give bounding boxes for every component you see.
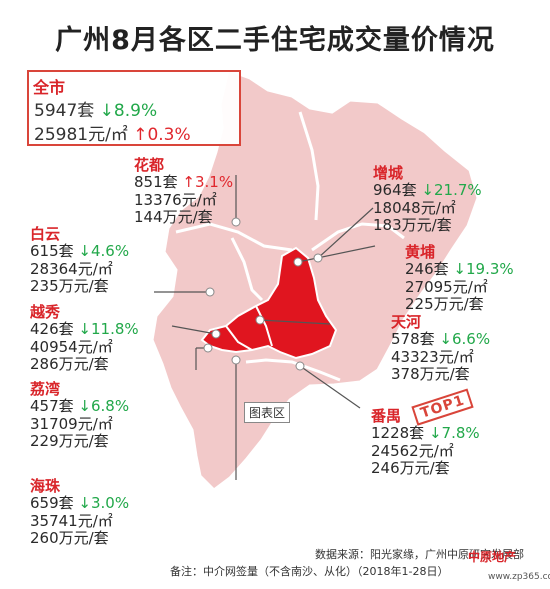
district-total: 225万元/套 xyxy=(405,294,484,313)
site-watermark: www.zp365.com xyxy=(488,572,550,582)
data-source: 数据来源：阳光家缘，广州中原研究发展部 xyxy=(315,548,524,561)
district-change: ↓21.7% xyxy=(421,181,482,200)
district-volume: 246套 xyxy=(405,260,449,279)
district-name: 增城 xyxy=(373,164,404,182)
district-total: 260万元/套 xyxy=(30,528,109,547)
district-volume: 578套 xyxy=(391,330,435,349)
district-price: 28364元/㎡ xyxy=(30,259,113,278)
district-price: 24562元/㎡ xyxy=(371,441,454,460)
district-volume: 1228套 xyxy=(371,424,425,443)
district-name: 越秀 xyxy=(30,303,61,321)
city-summary-box: 全市 5947套 ↓8.9% 25981元/㎡ ↑0.3% xyxy=(27,70,241,146)
district-volume-line: 1228套 ↓7.8% xyxy=(371,425,480,442)
district-price: 35741元/㎡ xyxy=(30,511,113,530)
leader-lines xyxy=(154,175,376,480)
district-volume: 615套 xyxy=(30,242,74,261)
district-zengcheng: 增城 964套 ↓21.7% 18048元/㎡ 183万元/套 xyxy=(373,164,482,234)
district-boundary-conghua xyxy=(298,111,320,221)
district-volume-line: 851套 ↑3.1% xyxy=(134,174,233,191)
district-price: 43323元/㎡ xyxy=(391,347,474,366)
city-price-change: ↑0.3% xyxy=(133,125,191,145)
city-volume: 5947套 xyxy=(34,101,95,121)
district-panyu: 番禺 1228套 ↓7.8% 24562元/㎡ 246万元/套 xyxy=(371,407,480,477)
city-price: 25981元/㎡ xyxy=(34,125,128,145)
district-volume: 426套 xyxy=(30,320,74,339)
district-change: ↑3.1% xyxy=(182,173,234,192)
district-volume-line: 457套 ↓6.8% xyxy=(30,398,129,415)
city-summary-label: 全市 xyxy=(33,78,66,97)
district-name: 荔湾 xyxy=(30,380,61,398)
map-core-districts xyxy=(200,246,338,360)
district-total: 246万元/套 xyxy=(371,458,450,477)
map-core-inner-lines xyxy=(225,305,273,351)
district-volume-line: 964套 ↓21.7% xyxy=(373,182,482,199)
district-volume: 457套 xyxy=(30,397,74,416)
page-title: 广州8月各区二手住宅成交量价情况 xyxy=(55,25,495,56)
district-change: ↓19.3% xyxy=(453,260,514,279)
district-total: 378万元/套 xyxy=(391,364,470,383)
district-liwan: 荔湾 457套 ↓6.8% 31709元/㎡ 229万元/套 xyxy=(30,380,129,450)
district-name: 天河 xyxy=(391,313,422,331)
district-price: 18048元/㎡ xyxy=(373,198,456,217)
district-huangpu: 黄埔 246套 ↓19.3% 27095元/㎡ 225万元/套 xyxy=(405,243,514,313)
district-total: 144万元/套 xyxy=(134,207,213,226)
district-change: ↓6.8% xyxy=(78,397,130,416)
district-boundary-zengcheng xyxy=(311,222,405,252)
district-boundary-huadu xyxy=(175,222,293,252)
chart-area-label: 图表区 xyxy=(244,402,291,423)
district-name: 番禺 xyxy=(371,407,402,425)
district-name: 白云 xyxy=(30,225,61,243)
district-change: ↓11.8% xyxy=(78,320,139,339)
district-volume-line: 659套 ↓3.0% xyxy=(30,495,129,512)
district-yuexiu: 越秀 426套 ↓11.8% 40954元/㎡ 286万元/套 xyxy=(30,303,139,373)
district-volume-line: 426套 ↓11.8% xyxy=(30,321,139,338)
brand-logo: 中原地产 xyxy=(468,550,517,564)
district-price: 27095元/㎡ xyxy=(405,277,488,296)
district-total: 229万元/套 xyxy=(30,431,109,450)
district-name: 花都 xyxy=(134,156,165,174)
footnote: 备注：中介网签量（不含南沙、从化）（2018年1-28日） xyxy=(170,565,449,578)
city-volume-row: 5947套 ↓8.9% xyxy=(34,96,157,121)
district-volume: 964套 xyxy=(373,181,417,200)
district-points xyxy=(203,217,323,371)
district-change: ↓3.0% xyxy=(78,494,130,513)
district-name: 黄埔 xyxy=(405,243,436,261)
district-total: 235万元/套 xyxy=(30,276,109,295)
district-volume: 851套 xyxy=(134,173,178,192)
city-price-row: 25981元/㎡ ↑0.3% xyxy=(34,120,191,145)
district-price: 13376元/㎡ xyxy=(134,190,217,209)
district-boundary-baiyun xyxy=(230,237,264,302)
district-change: ↓7.8% xyxy=(428,424,480,443)
district-volume-line: 615套 ↓4.6% xyxy=(30,243,129,260)
district-tianhe: 天河 578套 ↓6.6% 43323元/㎡ 378万元/套 xyxy=(391,313,490,383)
district-name: 海珠 xyxy=(30,477,61,495)
district-total: 183万元/套 xyxy=(373,215,452,234)
district-haizhu: 海珠 659套 ↓3.0% 35741元/㎡ 260万元/套 xyxy=(30,477,129,547)
district-price: 31709元/㎡ xyxy=(30,414,113,433)
district-boundary-panyu xyxy=(245,358,341,382)
district-change: ↓6.6% xyxy=(439,330,491,349)
district-price: 40954元/㎡ xyxy=(30,337,113,356)
district-huadu: 花都 851套 ↑3.1% 13376元/㎡ 144万元/套 xyxy=(134,156,233,226)
district-volume: 659套 xyxy=(30,494,74,513)
district-change: ↓4.6% xyxy=(78,242,130,261)
district-volume-line: 246套 ↓19.3% xyxy=(405,261,514,278)
district-total: 286万元/套 xyxy=(30,354,109,373)
district-volume-line: 578套 ↓6.6% xyxy=(391,331,490,348)
district-baiyun: 白云 615套 ↓4.6% 28364元/㎡ 235万元/套 xyxy=(30,225,129,295)
city-volume-change: ↓8.9% xyxy=(99,101,158,121)
